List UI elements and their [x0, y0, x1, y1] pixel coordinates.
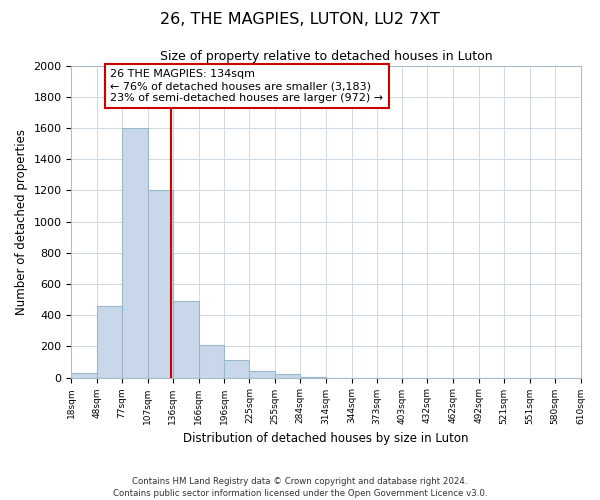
Bar: [199, 345, 224, 378]
Bar: [275, 374, 300, 378]
Title: Size of property relative to detached houses in Luton: Size of property relative to detached ho…: [160, 50, 492, 63]
Bar: [71, 373, 97, 378]
Bar: [122, 128, 148, 378]
Bar: [97, 306, 122, 378]
Y-axis label: Number of detached properties: Number of detached properties: [15, 128, 28, 314]
Bar: [300, 377, 326, 378]
Text: 26 THE MAGPIES: 134sqm
← 76% of detached houses are smaller (3,183)
23% of semi-: 26 THE MAGPIES: 134sqm ← 76% of detached…: [110, 70, 383, 102]
Bar: [148, 190, 173, 378]
X-axis label: Distribution of detached houses by size in Luton: Distribution of detached houses by size …: [183, 432, 469, 445]
Text: Contains HM Land Registry data © Crown copyright and database right 2024.
Contai: Contains HM Land Registry data © Crown c…: [113, 476, 487, 498]
Text: 26, THE MAGPIES, LUTON, LU2 7XT: 26, THE MAGPIES, LUTON, LU2 7XT: [160, 12, 440, 28]
Bar: [173, 301, 199, 378]
Bar: [224, 360, 250, 378]
Bar: [250, 370, 275, 378]
